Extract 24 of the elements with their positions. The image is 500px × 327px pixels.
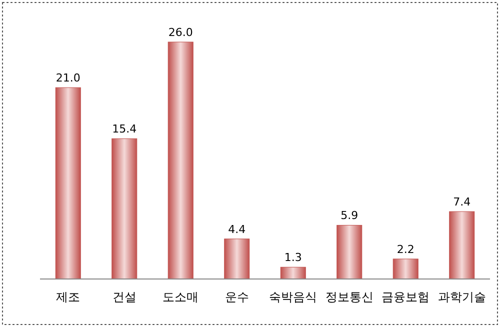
bar — [224, 238, 250, 280]
data-label: 4.4 — [228, 222, 246, 236]
x-tick-label: 도소매 — [162, 290, 199, 304]
data-label: 2.2 — [396, 242, 414, 256]
bar — [55, 87, 81, 280]
data-label: 26.0 — [168, 26, 193, 39]
x-tick-label: 숙박음식 — [269, 290, 318, 304]
bar — [280, 266, 306, 280]
data-label: 5.9 — [340, 209, 358, 222]
bar — [168, 42, 194, 280]
x-tick-label: 정보통신 — [325, 290, 374, 304]
x-tick-label: 과학기술 — [438, 290, 486, 304]
x-tick-label: 운수 — [224, 290, 249, 304]
bar — [449, 211, 475, 280]
x-tick-label: 제조 — [56, 290, 80, 304]
bar — [392, 258, 418, 280]
x-tick-label: 금융보험 — [382, 290, 430, 304]
data-label: 1.3 — [284, 251, 302, 264]
bar — [112, 138, 138, 280]
data-label: 15.4 — [112, 122, 137, 136]
x-tick-label: 건설 — [112, 290, 136, 304]
bar — [336, 224, 362, 280]
data-label: 21.0 — [56, 72, 80, 85]
data-label: 7.4 — [453, 196, 471, 209]
